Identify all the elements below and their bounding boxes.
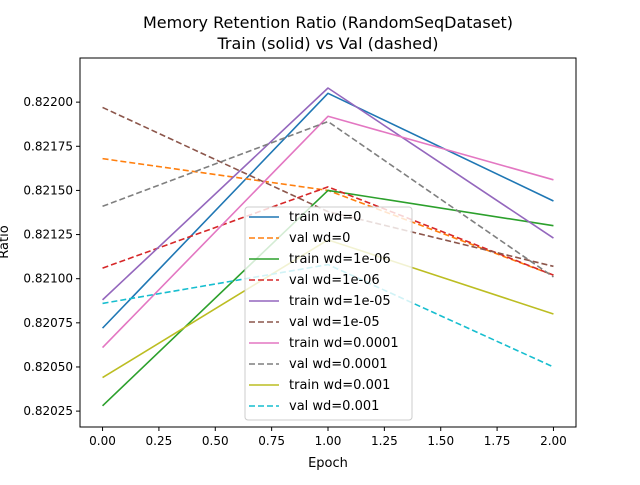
legend-label: val wd=0 bbox=[289, 231, 350, 246]
plot-area-frame bbox=[79, 57, 577, 428]
y-axis-label: Ratio bbox=[0, 225, 12, 258]
legend-label: train wd=0 bbox=[289, 210, 361, 225]
legend-frame bbox=[244, 206, 413, 421]
x-tick-label: 1.50 bbox=[427, 434, 454, 448]
x-tick-label: 2.00 bbox=[540, 434, 567, 448]
y-tick-label: 0.82200 bbox=[23, 95, 73, 109]
series-line-6 bbox=[101, 115, 554, 349]
x-tick-label: 1.75 bbox=[484, 434, 511, 448]
legend-label: train wd=1e-06 bbox=[289, 252, 391, 267]
legend-label: val wd=0.0001 bbox=[289, 357, 388, 372]
series-line-4 bbox=[101, 87, 554, 301]
legend-label: train wd=1e-05 bbox=[289, 294, 391, 309]
y-tick-label: 0.82075 bbox=[23, 316, 73, 330]
x-tick-label: 0.50 bbox=[202, 434, 229, 448]
legend-label: train wd=0.001 bbox=[289, 378, 390, 393]
y-tick-label: 0.82150 bbox=[23, 183, 73, 197]
y-axis-ticks: 0.82025 0.82050 0.82075 0.82100 0.82125 0.821… bbox=[23, 95, 80, 418]
y-tick-label: 0.82050 bbox=[23, 360, 73, 374]
series-line-2 bbox=[101, 189, 554, 407]
legend-label: val wd=0.001 bbox=[289, 399, 379, 414]
x-axis-ticks: 0.00 0.25 0.50 0.75 1.00 1.25 1.50 1.75 2.00 bbox=[89, 427, 567, 448]
y-tick-label: 0.82025 bbox=[23, 404, 73, 418]
y-tick-label: 0.82100 bbox=[23, 272, 73, 286]
x-axis-label: Epoch bbox=[308, 456, 348, 471]
x-tick-label: 0.25 bbox=[146, 434, 173, 448]
legend-label: train wd=0.0001 bbox=[289, 336, 399, 351]
legend-label: val wd=1e-05 bbox=[289, 315, 380, 330]
series-line-7 bbox=[102, 120, 554, 278]
legend-label: val wd=1e-06 bbox=[289, 273, 380, 288]
x-tick-label: 1.25 bbox=[371, 434, 398, 448]
series-line-3 bbox=[102, 186, 554, 276]
x-tick-label: 1.00 bbox=[315, 434, 342, 448]
chart-title-line1: Memory Retention Ratio (RandomSeqDataset… bbox=[143, 13, 513, 32]
chart-title-line2: Train (solid) vs Val (dashed) bbox=[216, 34, 438, 53]
y-tick-label: 0.82175 bbox=[23, 139, 73, 153]
x-tick-label: 0.00 bbox=[89, 434, 116, 448]
x-tick-label: 0.75 bbox=[258, 434, 285, 448]
y-tick-label: 0.82125 bbox=[23, 228, 73, 242]
series-line-0 bbox=[101, 92, 554, 329]
chart-legend: train wd=0 val wd=0 train wd=1e-06 val wd=1… bbox=[244, 206, 413, 421]
